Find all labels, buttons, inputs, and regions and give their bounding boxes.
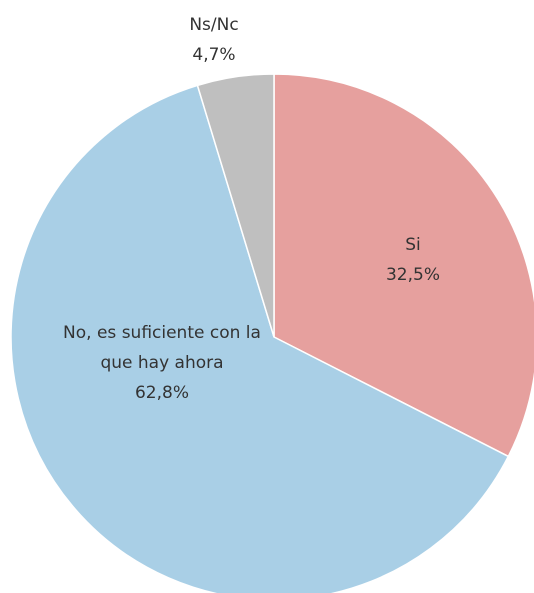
category-label: Si (405, 235, 421, 255)
value-label: 4,7% (192, 45, 236, 65)
category-label: Ns/Nc (189, 15, 239, 35)
pie-slice (196, 73, 275, 338)
category-label: No, es suficiente con la que hay ahora (63, 323, 261, 373)
pie-slice (10, 84, 510, 593)
value-label: 32,5% (385, 265, 440, 285)
value-label: 62,8% (134, 383, 189, 403)
slice-label: Si 32,5% (353, 230, 473, 290)
slice-label: Ns/Nc 4,7% (154, 10, 274, 70)
slice-label: No, es suficiente con la que hay ahora 62… (47, 318, 277, 408)
pie-slice (273, 73, 534, 458)
